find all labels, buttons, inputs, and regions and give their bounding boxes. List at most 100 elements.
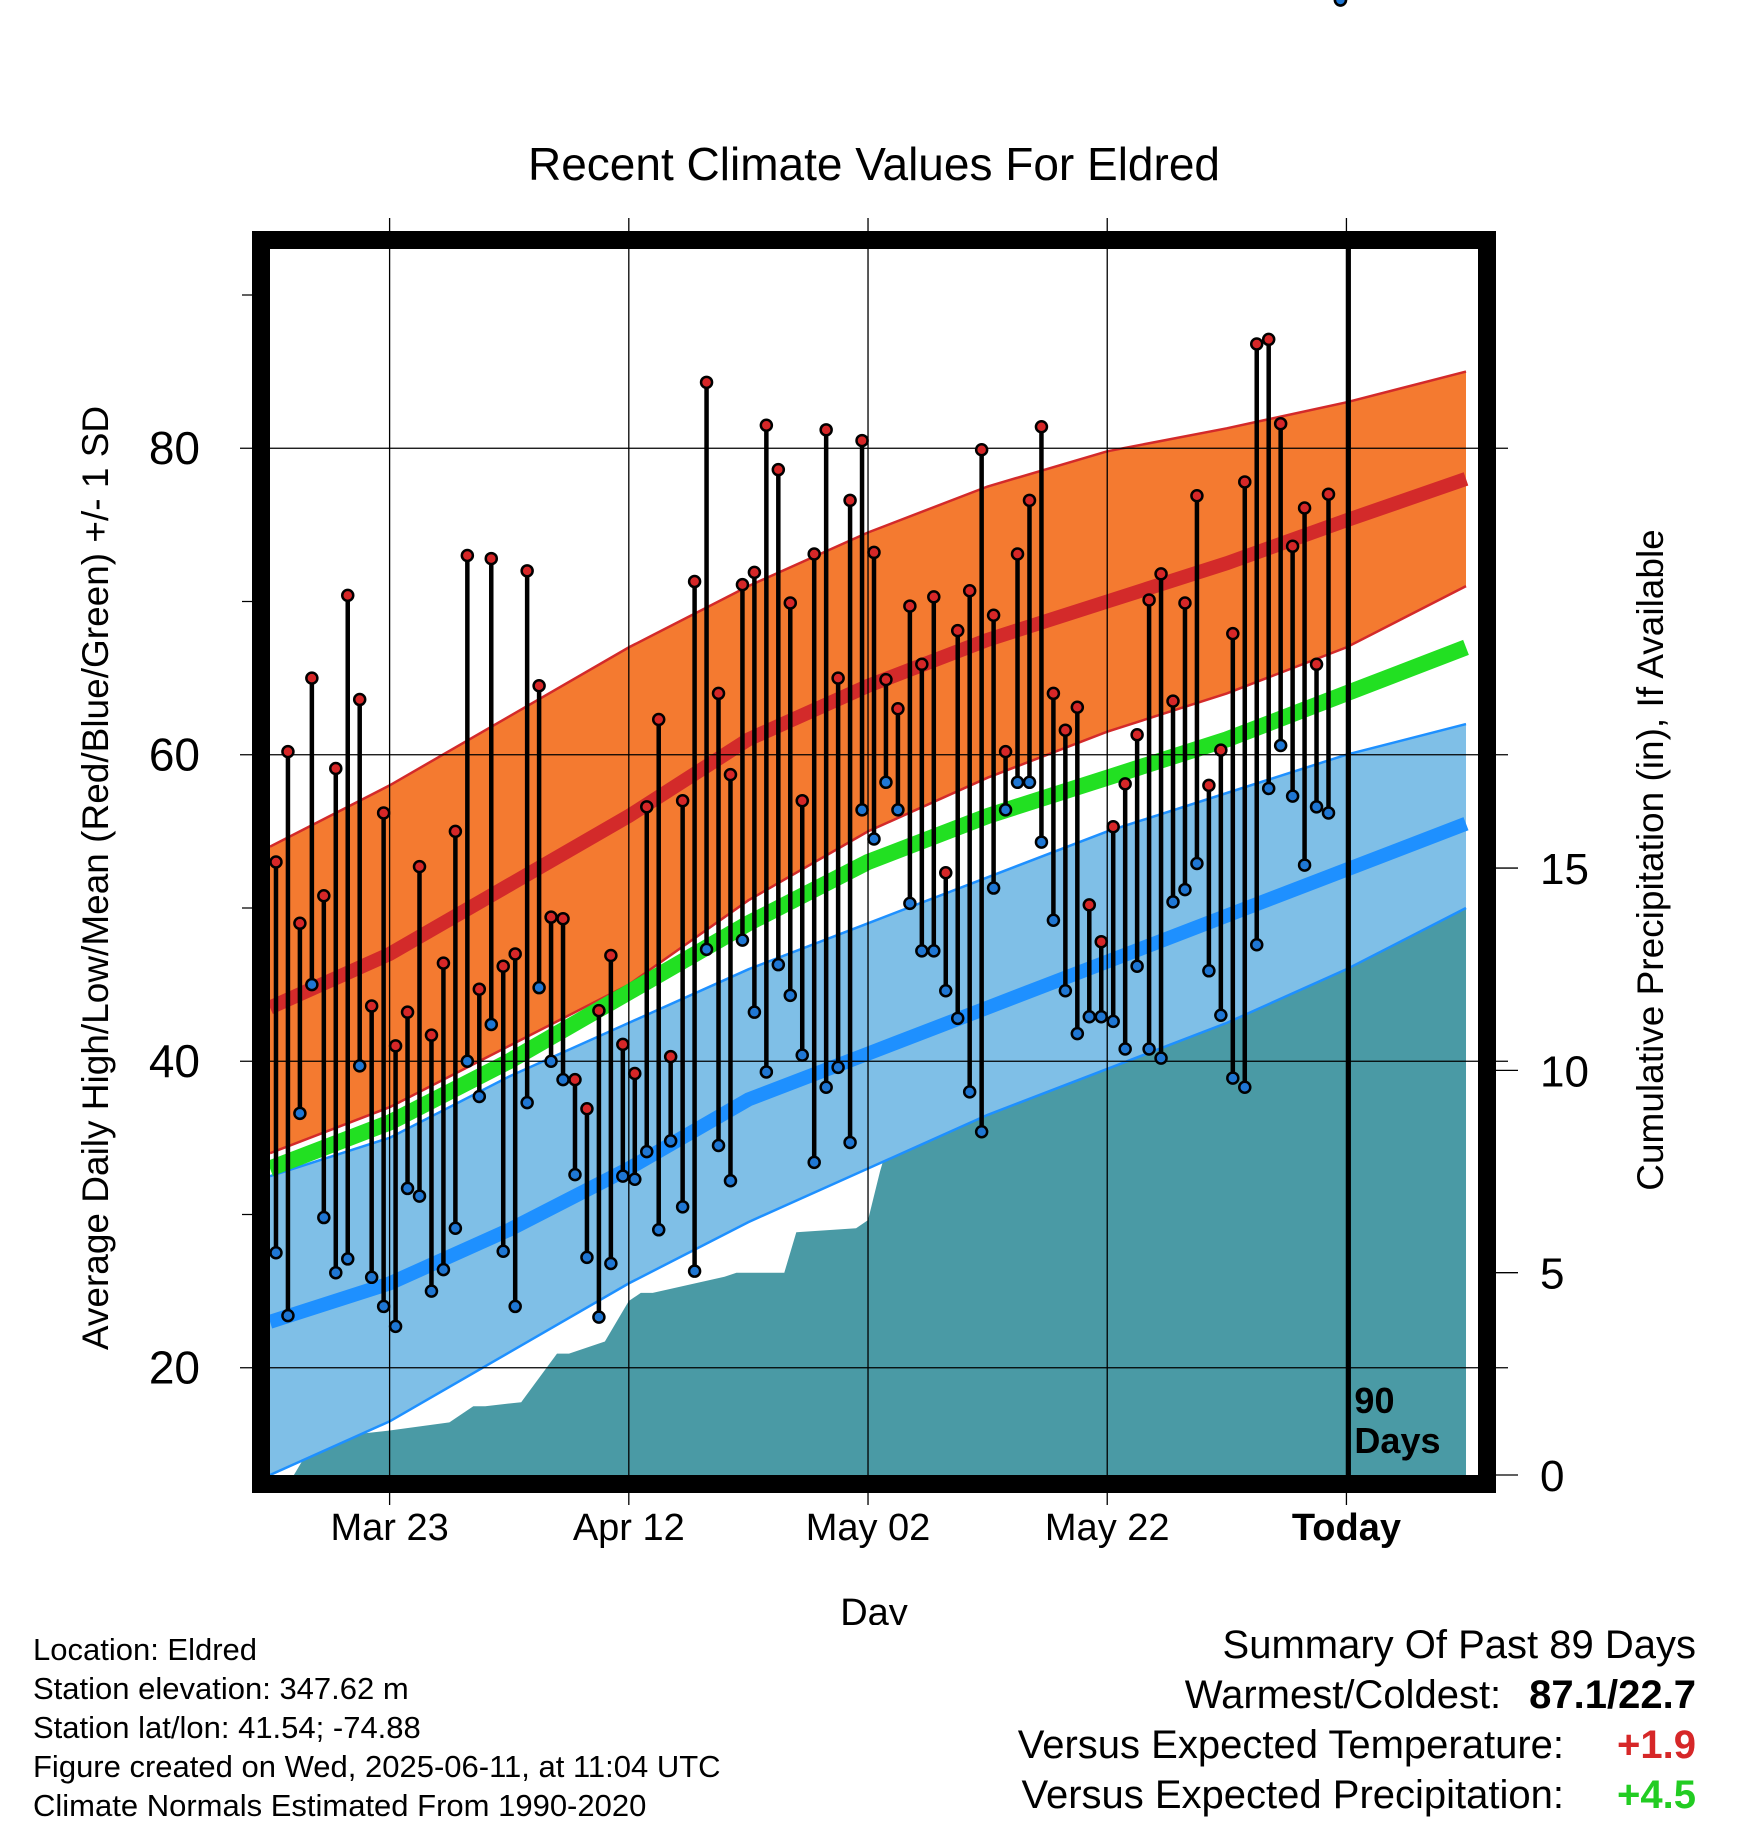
- daily-high-point: [317, 888, 331, 903]
- daily-low-point: [400, 1181, 415, 1196]
- daily-high-point: [831, 671, 845, 685]
- daily-low-point: [687, 1264, 702, 1278]
- y2-tick-label: 0: [1540, 1452, 1564, 1501]
- y-tick-label: 80: [149, 422, 200, 474]
- y-axis-label: Average Daily High/Low/Mean (Red/Blue/Gr…: [75, 406, 116, 1350]
- daily-high-point: [1166, 694, 1180, 708]
- daily-high-point: [472, 982, 487, 996]
- daily-low-point: [1154, 1051, 1168, 1065]
- daily-high-point: [783, 596, 798, 610]
- daily-high-point: [400, 1005, 415, 1019]
- daily-low-point: [986, 881, 1001, 895]
- daily-low-point: [1106, 1014, 1120, 1029]
- daily-low-point: [1142, 1042, 1156, 1056]
- daily-high-point: [640, 800, 654, 814]
- daily-high-point: [1142, 593, 1156, 607]
- daily-low-point: [1022, 775, 1037, 790]
- daily-low-point: [855, 803, 869, 817]
- station-info: Location: Eldred Station elevation: 347.…: [33, 1630, 721, 1825]
- daily-low-point: [484, 1017, 499, 1032]
- daily-low-point: [1297, 858, 1312, 872]
- daily-low-point: [1202, 964, 1216, 978]
- today-days-label: Days: [1354, 1420, 1440, 1461]
- daily-high-point: [544, 910, 558, 924]
- daily-low-point: [568, 1167, 582, 1182]
- elevation-text: Station elevation: 347.62 m: [33, 1671, 409, 1706]
- daily-low-point: [1118, 1042, 1132, 1056]
- daily-high-point: [687, 574, 702, 589]
- daily-low-point: [1273, 738, 1288, 753]
- daily-low-point: [747, 1005, 762, 1019]
- daily-low-point: [843, 1135, 857, 1150]
- daily-high-point: [986, 608, 1001, 623]
- daily-high-point: [879, 672, 893, 687]
- daily-low-point: [1082, 1010, 1097, 1024]
- daily-low-point: [675, 1200, 690, 1214]
- daily-low-point: [352, 1059, 367, 1073]
- daily-low-point: [448, 1221, 463, 1236]
- chart-title: Recent Climate Values For Eldred: [528, 138, 1220, 190]
- daily-high-point: [1034, 420, 1049, 434]
- warmest-value: 87.1/22.7: [1529, 1673, 1696, 1717]
- daily-low-point: [1070, 1026, 1085, 1041]
- created-text: Figure created on Wed, 2025-06-11, at 11…: [33, 1749, 721, 1784]
- daily-low-point: [1130, 959, 1144, 973]
- daily-high-point: [663, 1049, 678, 1064]
- latlon-text: Station lat/lon: 41.54; -74.88: [33, 1710, 421, 1745]
- daily-high-point: [448, 824, 463, 839]
- y2-tick-label: 5: [1540, 1250, 1564, 1299]
- daily-low-point: [998, 803, 1013, 817]
- warmest-label: Warmest/Coldest:: [1184, 1673, 1502, 1717]
- daily-low-point: [628, 1172, 642, 1186]
- daily-low-point: [783, 988, 798, 1003]
- daily-high-point: [1106, 820, 1120, 834]
- daily-high-point: [616, 1037, 630, 1052]
- daily-high-point: [771, 462, 786, 477]
- daily-low-point: [699, 942, 714, 957]
- daily-high-point: [1214, 743, 1228, 757]
- daily-high-point: [651, 712, 666, 727]
- daily-low-point: [364, 1270, 379, 1285]
- daily-high-point: [1178, 596, 1192, 610]
- daily-high-point: [807, 547, 821, 561]
- daily-high-point: [424, 1028, 439, 1042]
- precip-label: Versus Expected Precipitation:: [1021, 1773, 1564, 1817]
- daily-high-point: [1321, 487, 1336, 501]
- precip-value: +4.5: [1617, 1773, 1696, 1817]
- daily-low-point: [556, 1072, 570, 1087]
- daily-high-point: [364, 999, 379, 1013]
- daily-low-point: [388, 1319, 403, 1334]
- daily-low-point: [915, 944, 929, 958]
- daily-high-point: [903, 599, 917, 613]
- summary-heading: Summary Of Past 89 Days: [1222, 1623, 1696, 1667]
- summary-panel: Summary Of Past 89 Days Warmest/Coldest:…: [1018, 1620, 1696, 1820]
- daily-low-point: [903, 896, 917, 911]
- daily-low-point: [329, 1265, 343, 1280]
- daily-high-point: [436, 956, 451, 970]
- x-tick-label: Apr 12: [573, 1507, 685, 1549]
- daily-high-point: [759, 418, 774, 432]
- daily-high-point: [891, 702, 905, 716]
- daily-low-point: [640, 1144, 654, 1159]
- daily-low-point: [520, 1095, 534, 1110]
- daily-low-point: [544, 1054, 558, 1068]
- x-tick-label: May 22: [1045, 1507, 1170, 1549]
- daily-high-point: [388, 1039, 403, 1053]
- daily-high-point: [293, 916, 307, 931]
- daily-low-point: [1010, 775, 1025, 790]
- daily-low-point: [1178, 882, 1192, 897]
- daily-high-point: [1154, 567, 1168, 581]
- y-tick-label: 40: [149, 1035, 200, 1087]
- daily-low-point: [771, 957, 786, 972]
- daily-high-point: [1249, 337, 1264, 351]
- daily-high-point: [1261, 332, 1276, 347]
- daily-low-point: [472, 1089, 487, 1104]
- daily-low-point: [317, 1210, 331, 1225]
- daily-high-point: [747, 565, 762, 580]
- daily-high-point: [723, 767, 738, 782]
- daily-high-point: [568, 1072, 582, 1087]
- x-axis-label: Day: [840, 1592, 908, 1625]
- temp-label: Versus Expected Temperature:: [1017, 1723, 1564, 1767]
- daily-high-point: [1273, 416, 1288, 431]
